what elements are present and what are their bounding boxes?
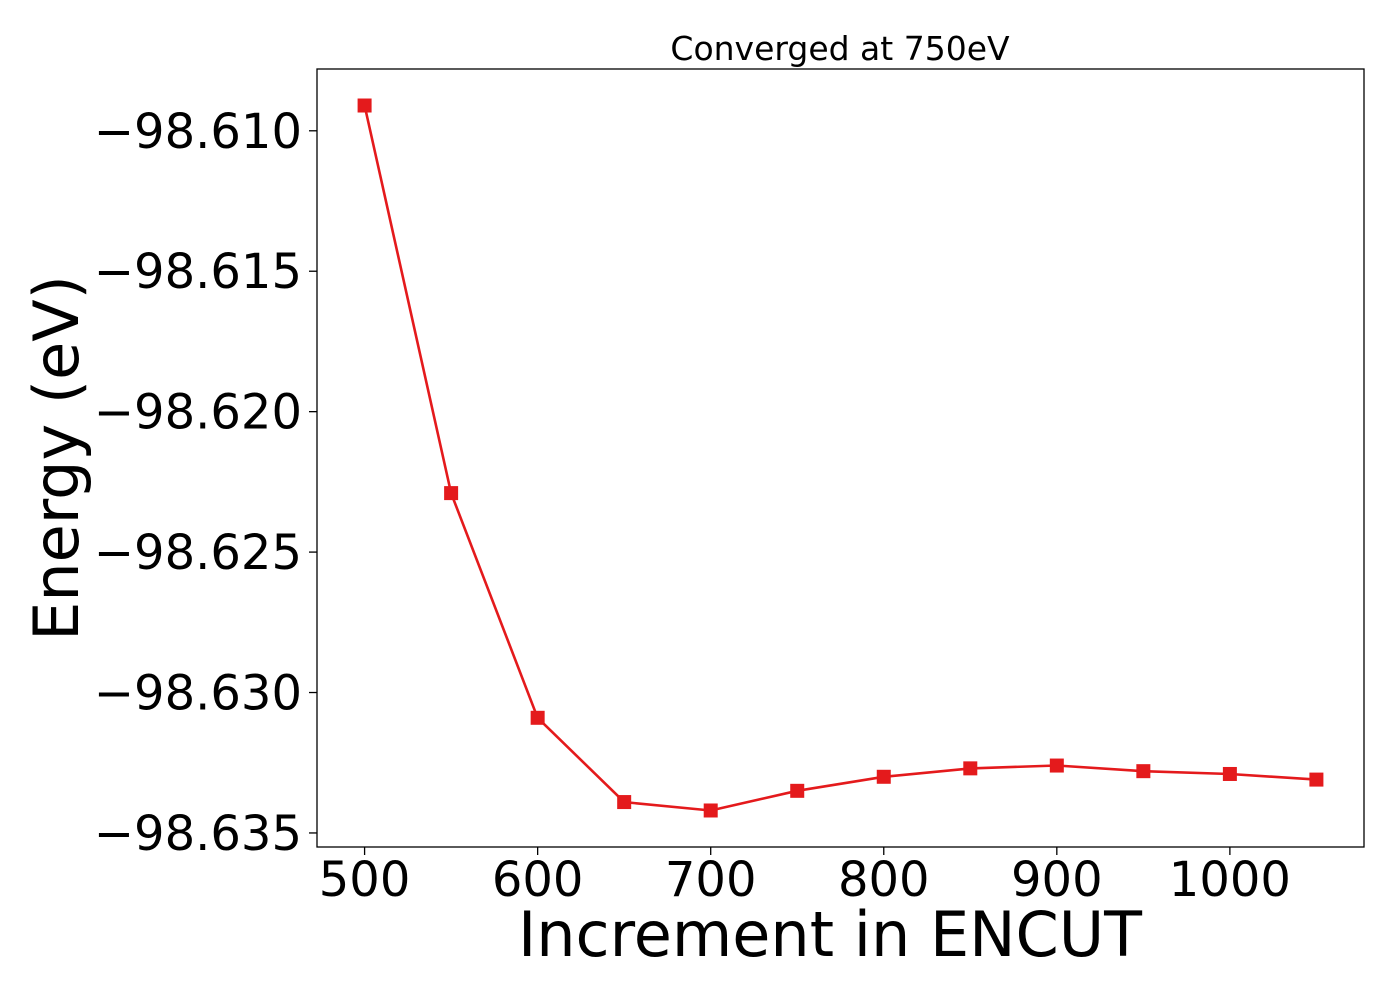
y-tick-label: −98.625 bbox=[94, 525, 302, 581]
x-tick-label: 1000 bbox=[1169, 852, 1291, 908]
x-tick-label: 500 bbox=[319, 852, 411, 908]
y-tick-label: −98.610 bbox=[94, 104, 302, 160]
data-point-marker bbox=[703, 803, 718, 818]
y-axis-label: Energy (eV) bbox=[20, 275, 93, 641]
series-line bbox=[363, 105, 1317, 812]
data-point-marker bbox=[357, 98, 372, 113]
y-tick-label: −98.630 bbox=[94, 666, 302, 722]
data-point-marker bbox=[444, 486, 459, 501]
data-point-marker bbox=[1049, 758, 1064, 773]
data-point-marker bbox=[617, 795, 632, 810]
x-tick-label: 800 bbox=[838, 852, 930, 908]
data-point-marker bbox=[530, 710, 545, 725]
data-point-marker bbox=[1222, 766, 1237, 781]
x-tick-label: 600 bbox=[492, 852, 584, 908]
y-tick-label: −98.620 bbox=[94, 385, 302, 441]
plot-frame bbox=[316, 68, 1365, 848]
y-tick-label: −98.635 bbox=[94, 806, 302, 862]
data-point-marker bbox=[1309, 772, 1324, 787]
y-tick-label: −98.615 bbox=[94, 244, 302, 300]
data-point-marker bbox=[790, 783, 805, 798]
x-axis-label: Increment in ENCUT bbox=[518, 898, 1143, 971]
x-tick-label: 900 bbox=[1011, 852, 1103, 908]
chart-title: Converged at 750eV bbox=[670, 29, 1010, 68]
plot-area bbox=[357, 98, 1324, 818]
data-point-marker bbox=[876, 769, 891, 784]
x-tick-label: 700 bbox=[665, 852, 757, 908]
data-point-marker bbox=[1136, 764, 1151, 779]
data-point-marker bbox=[963, 761, 978, 776]
axes: 500 600 700 800 900 1000 −98.610 −98.615 −98.620… bbox=[94, 68, 1365, 908]
